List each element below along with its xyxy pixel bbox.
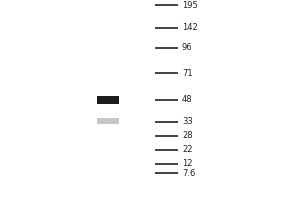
- Text: 142: 142: [182, 23, 198, 32]
- Text: 48: 48: [182, 96, 193, 104]
- Text: 7.6: 7.6: [182, 168, 195, 178]
- Text: 195: 195: [182, 0, 198, 9]
- Text: 71: 71: [182, 68, 193, 77]
- Text: 33: 33: [182, 117, 193, 127]
- Text: 28: 28: [182, 132, 193, 140]
- Text: 22: 22: [182, 146, 193, 154]
- Bar: [97, 96, 119, 104]
- Bar: [97, 118, 119, 124]
- Text: 96: 96: [182, 44, 193, 52]
- Text: 12: 12: [182, 160, 193, 168]
